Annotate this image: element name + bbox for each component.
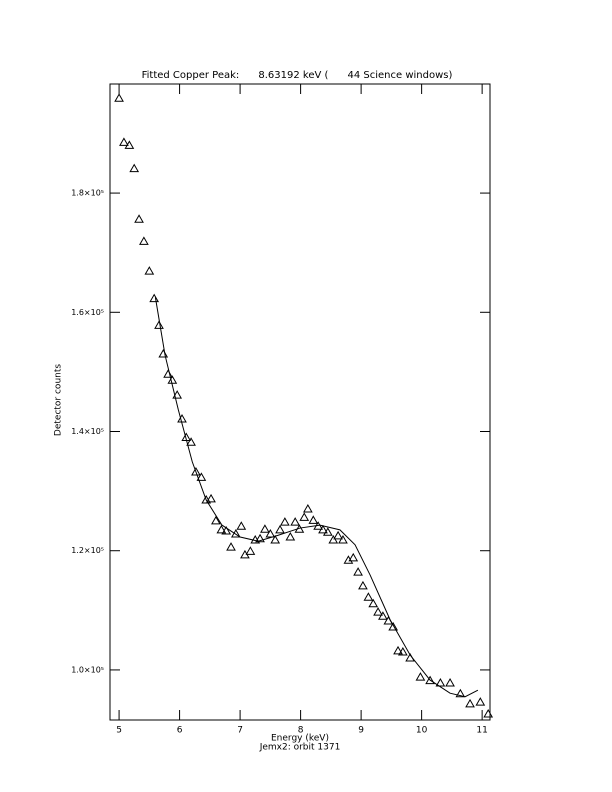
subtitle: Jemx2: orbit 1371 — [259, 743, 341, 753]
data-point — [328, 534, 339, 544]
data-point — [435, 678, 446, 687]
data-point — [425, 675, 435, 685]
data-point — [285, 532, 296, 541]
chart-title: Fitted Copper Peak: 8.63192 keV ( 44 Sci… — [142, 70, 453, 81]
data-point — [322, 527, 333, 536]
data-point — [353, 567, 363, 576]
data-point — [226, 542, 236, 551]
data-point — [265, 529, 276, 538]
data-point — [348, 552, 359, 562]
plot-frame — [109, 83, 491, 721]
y-axis-label: Detector counts — [54, 364, 64, 436]
data-point — [338, 534, 348, 544]
data-point — [373, 607, 383, 616]
data-point — [270, 534, 281, 544]
data-point — [119, 137, 129, 146]
data-point — [303, 503, 313, 513]
y-tick-label: 1.0×10⁵ — [71, 665, 104, 674]
data-point — [154, 320, 164, 329]
y-tick-label: 1.6×10⁵ — [71, 308, 104, 317]
data-point — [290, 517, 301, 526]
data-point — [236, 521, 247, 530]
y-tick-label: 1.2×10⁵ — [71, 546, 104, 555]
data-point — [415, 672, 426, 681]
x-tick-label: 9 — [358, 726, 364, 736]
data-point — [299, 512, 310, 521]
data-point — [308, 515, 319, 524]
data-point — [114, 93, 124, 102]
data-point — [191, 467, 201, 476]
data-point — [280, 517, 290, 526]
data-point — [483, 709, 494, 718]
data-point — [177, 413, 187, 423]
x-axis-label: Energy (keV) — [271, 734, 329, 744]
data-point — [206, 493, 216, 503]
data-point — [445, 678, 455, 687]
fit-line — [154, 297, 479, 698]
data-point — [245, 546, 256, 555]
data-point — [378, 611, 388, 620]
data-point — [172, 390, 183, 399]
y-tick-label: 1.4×10⁵ — [71, 427, 104, 436]
data-point — [124, 140, 135, 149]
data-point — [216, 524, 227, 534]
data-point — [255, 533, 265, 543]
data-point — [186, 437, 196, 446]
data-point — [318, 524, 328, 534]
data-point — [260, 524, 270, 533]
data-point — [475, 697, 486, 706]
data-point — [398, 647, 408, 656]
data-point — [388, 622, 399, 631]
x-tick-label: 7 — [237, 726, 243, 736]
data-point — [358, 580, 368, 590]
data-point — [230, 529, 241, 538]
x-tick-label: 6 — [177, 726, 183, 736]
data-point — [149, 293, 160, 303]
data-point — [144, 266, 155, 275]
data-point — [383, 616, 394, 625]
data-point — [363, 592, 374, 601]
data-point — [393, 645, 403, 655]
data-point — [455, 688, 466, 698]
data-point — [333, 530, 343, 540]
data-point — [134, 214, 144, 223]
data-point — [158, 349, 169, 358]
y-tick-label: 1.8×10⁵ — [71, 189, 104, 198]
data-point — [221, 526, 232, 535]
data-point — [275, 524, 285, 534]
x-tick-label: 11 — [476, 726, 487, 736]
data-point — [465, 698, 475, 708]
data-point — [129, 163, 140, 173]
data-point — [211, 515, 221, 525]
data-point — [196, 472, 207, 481]
data-point — [163, 369, 173, 378]
data-point — [368, 598, 379, 608]
x-tick-label: 5 — [116, 726, 122, 736]
x-tick-label: 8 — [298, 726, 304, 736]
x-tick-label: 10 — [416, 726, 428, 736]
data-point — [139, 236, 149, 245]
